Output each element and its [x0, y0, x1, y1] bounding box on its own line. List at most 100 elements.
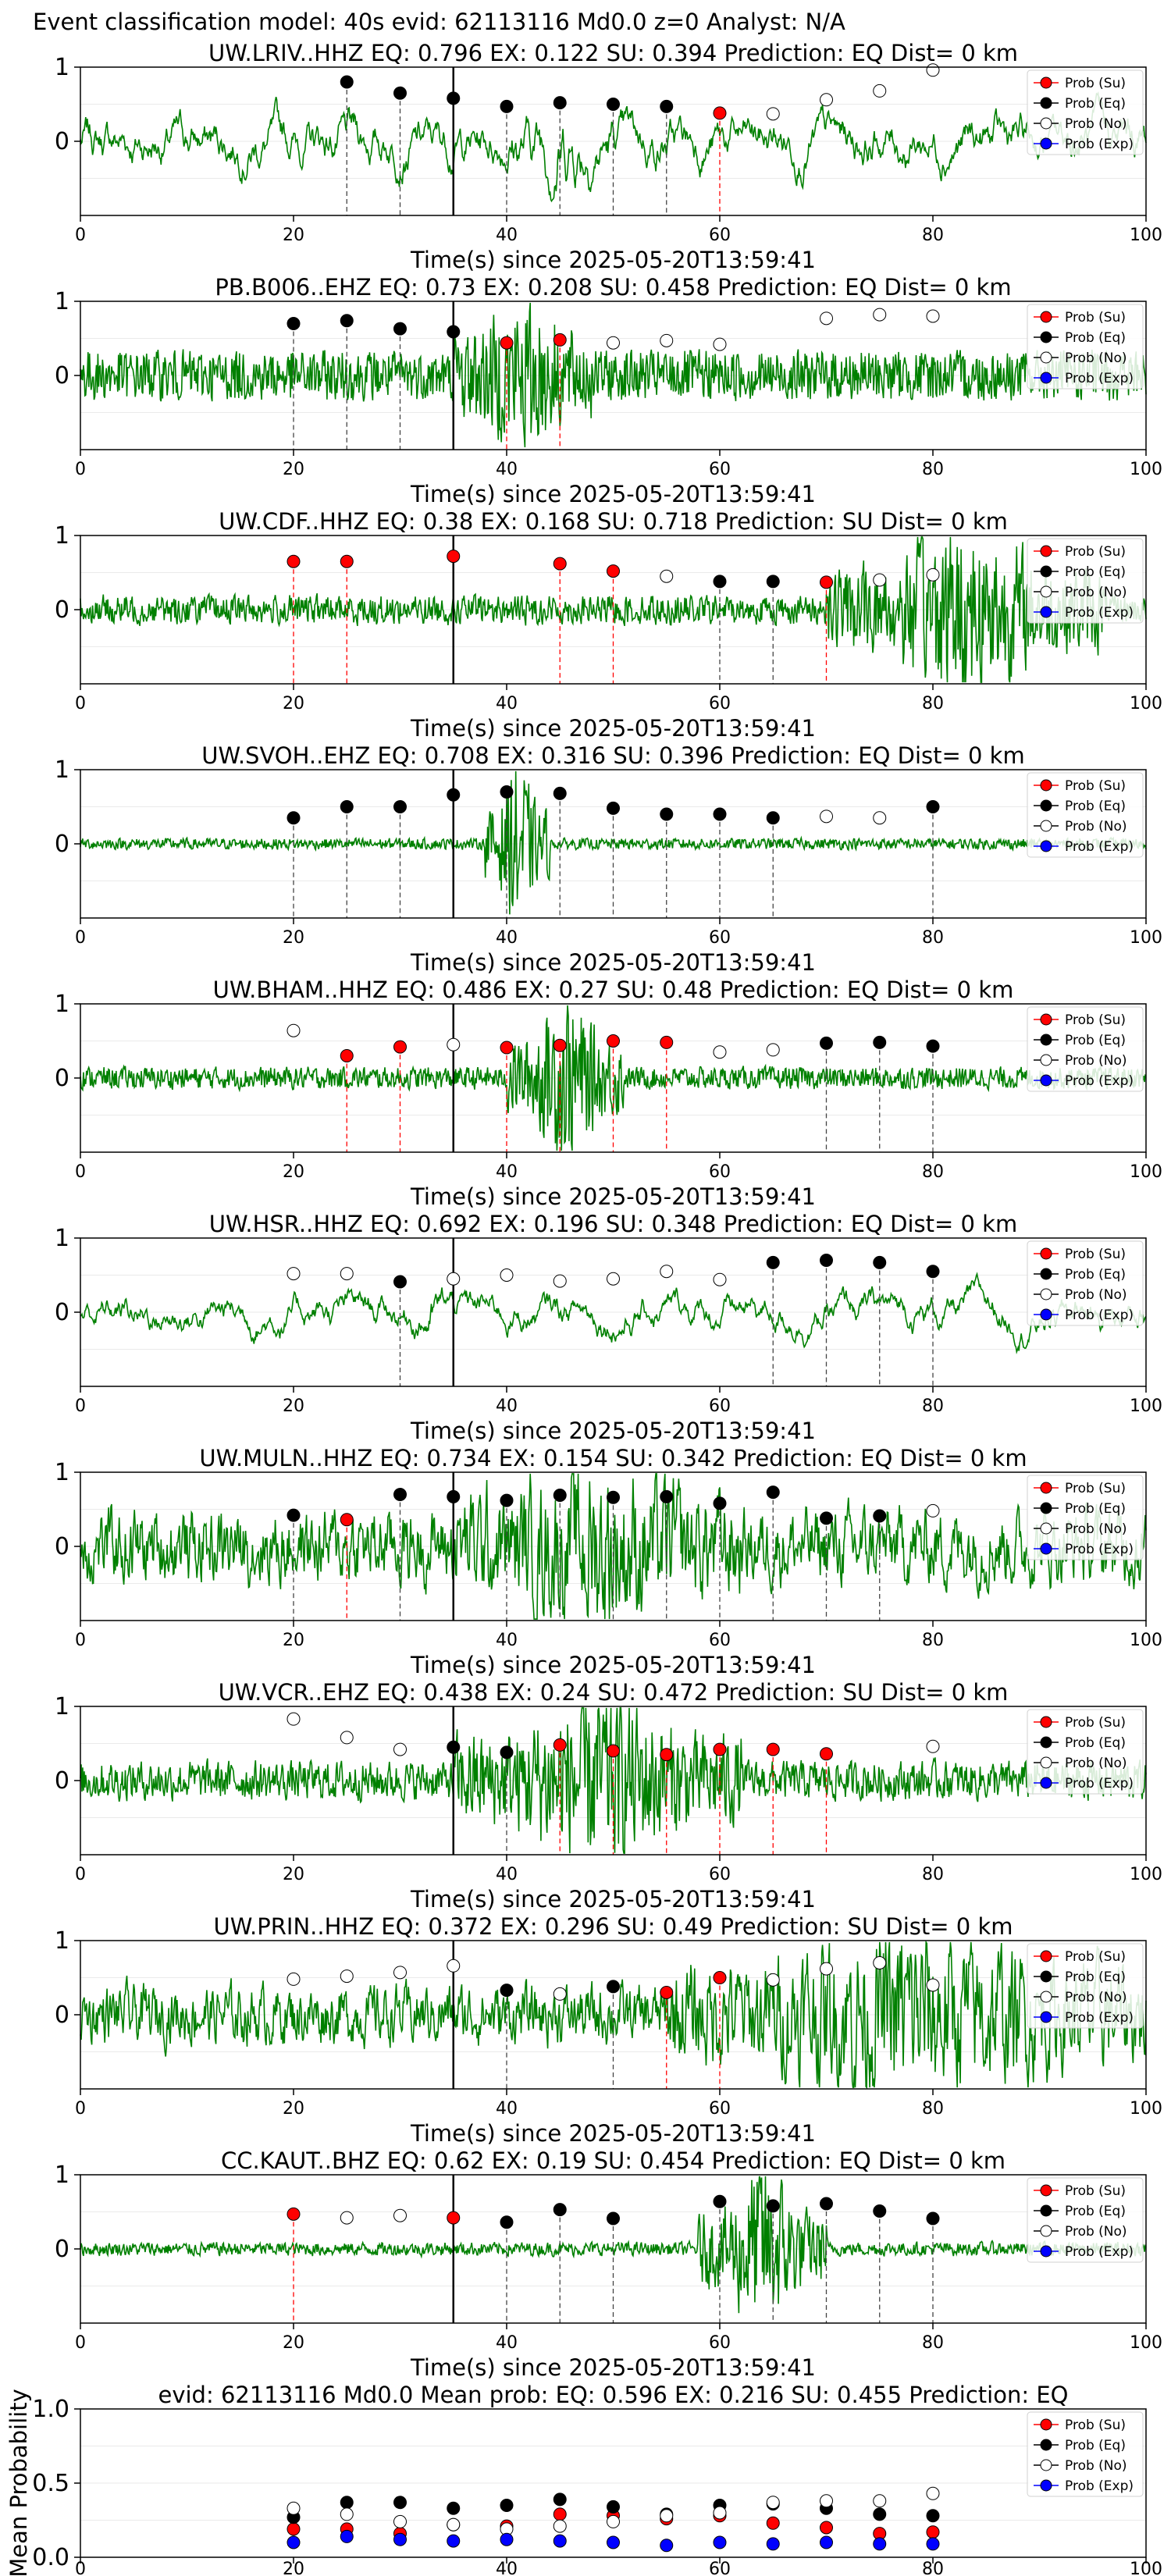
panel-legend-label-eq: Prob (Eq): [1065, 2204, 1126, 2219]
panel-xlabel: Time(s) since 2025-05-20T13:59:41: [410, 2120, 816, 2147]
panel-legend-label-exp: Prob (Exp): [1065, 605, 1134, 621]
panel-title: UW.BHAM..HHZ EQ: 0.486 EX: 0.27 SU: 0.48…: [213, 977, 1014, 1003]
panel-prob-point-su: [553, 333, 567, 347]
panel-prob-point-no: [660, 569, 674, 583]
panel-prob-point-no: [447, 1272, 461, 1286]
panel-prob-point-eq: [393, 322, 407, 336]
summary-point-no: [607, 2514, 620, 2528]
panel-prob-point-su: [340, 1049, 354, 1062]
panel-xtick-label-0: 0: [75, 460, 86, 479]
panel-ytick-label-0: 0: [55, 1065, 69, 1092]
panel-legend-label-su: Prob (Su): [1065, 778, 1126, 794]
panel-ytick-label-1: 1: [55, 522, 69, 550]
panel-legend-marker-su: [1040, 1247, 1052, 1260]
panel-legend-marker-exp: [1040, 1777, 1052, 1789]
panel-prob-point-eq: [713, 1496, 727, 1510]
panel-legend-label-su: Prob (Su): [1065, 76, 1126, 91]
panel-prob-point-su: [553, 1038, 567, 1052]
panel-prob-point-su: [713, 1742, 727, 1756]
panel-xtick-label-20: 20: [283, 460, 304, 479]
panel-xlabel: Time(s) since 2025-05-20T13:59:41: [410, 481, 816, 507]
panel-legend-label-eq: Prob (Eq): [1065, 1267, 1126, 1283]
panel-xlabel: Time(s) since 2025-05-20T13:59:41: [410, 949, 816, 976]
panel-prob-point-eq: [553, 1488, 567, 1502]
panel-trace: [80, 536, 1147, 683]
panel-xtick-label-80: 80: [922, 1631, 944, 1650]
panel-legend-marker-exp: [1040, 137, 1052, 150]
panel-xtick-label-40: 40: [496, 928, 518, 948]
summary-panel: 0.0 0.5 1.0 0 20 40 60 80 100 evid: 62113116 Md0.…: [5, 2382, 1162, 2576]
summary-point-eq: [926, 2509, 940, 2523]
summary-xtick-label: 80: [922, 2560, 944, 2576]
panel-prob-point-no: [287, 1023, 301, 1037]
summary-legend-label-no: Prob (No): [1065, 2458, 1127, 2474]
panel-xtick-label-60: 60: [709, 226, 731, 245]
panel-prob-point-eq: [447, 1489, 461, 1503]
panel-ytick-label-1: 1: [55, 1927, 69, 1955]
panel-prob-point-no: [607, 1272, 620, 1286]
panel-prob-point-su: [607, 564, 620, 578]
summary-point-exp: [500, 2532, 514, 2546]
panel-prob-point-eq: [873, 1509, 887, 1523]
panel-xtick-label-0: 0: [75, 2333, 86, 2353]
panel-legend-label-no: Prob (No): [1065, 1521, 1127, 1537]
panel-prob-point-eq: [873, 1255, 887, 1269]
panel-legend-box: [1027, 538, 1144, 624]
panel-prob-point-eq: [447, 1740, 461, 1754]
panel-prob-point-no: [873, 84, 887, 98]
panel-xtick-label-0: 0: [75, 226, 86, 245]
panel-prob-point-eq: [713, 575, 727, 589]
panel-prob-point-eq: [287, 1508, 301, 1522]
panel-prob-point-no: [873, 811, 887, 825]
panel-ytick-label-1: 1: [55, 2161, 69, 2189]
panel-xtick-label-0: 0: [75, 1631, 86, 1650]
panel-ytick-label-1: 1: [55, 54, 69, 81]
panel-legend-marker-no: [1040, 585, 1052, 598]
panel-ytick-label-0: 0: [55, 596, 69, 624]
panel-legend-box: [1027, 2177, 1144, 2263]
summary-point-no: [287, 2501, 301, 2515]
panel-prob-point-su: [447, 550, 461, 564]
panel-legend-marker-eq: [1040, 1970, 1052, 1983]
summary-title: evid: 62113116 Md0.0 Mean prob: EQ: 0.59…: [158, 2382, 1069, 2408]
panel-legend-marker-eq: [1040, 799, 1052, 812]
panel-legend-marker-eq: [1040, 1034, 1052, 1046]
panel-prob-point-su: [607, 1034, 620, 1048]
panel-prob-point-no: [500, 1268, 514, 1282]
panel-prob-point-no: [393, 1742, 407, 1756]
panel-xtick-label-80: 80: [922, 2333, 944, 2353]
panel-legend-marker-exp: [1040, 840, 1052, 852]
summary-legend-marker-eq: [1040, 2439, 1052, 2451]
panel-legend-marker-eq: [1040, 565, 1052, 578]
summary-ytick-label: 0.5: [32, 2470, 69, 2497]
summary-point-exp: [713, 2535, 727, 2549]
panel-trace: [80, 302, 1147, 448]
panel-prob-point-no: [660, 333, 674, 347]
panel-prob-point-eq: [766, 2199, 780, 2213]
summary-xtick-label: 40: [496, 2560, 518, 2576]
panel-xtick-label-100: 100: [1130, 1397, 1162, 1416]
panel-xtick-label-100: 100: [1130, 694, 1162, 713]
panel-prob-point-no: [820, 1962, 833, 1976]
summary-point-no: [553, 2519, 567, 2533]
panel-xlabel: Time(s) since 2025-05-20T13:59:41: [410, 1183, 816, 1210]
panel-trace: [80, 770, 1147, 915]
panel-prob-point-eq: [340, 75, 354, 89]
panel-prob-point-eq: [660, 1489, 674, 1503]
panel-xtick-label-20: 20: [283, 1865, 304, 1884]
panel-ytick-label-0: 0: [55, 128, 69, 155]
panel-title: UW.VCR..EHZ EQ: 0.438 EX: 0.24 SU: 0.472…: [219, 1679, 1009, 1706]
panel-legend-label-eq: Prob (Eq): [1065, 1033, 1126, 1048]
panel-legend-label-no: Prob (No): [1065, 1053, 1127, 1069]
summary-point-exp: [820, 2535, 833, 2549]
panel-legend-marker-su: [1040, 311, 1052, 323]
panel-legend-marker-no: [1040, 1756, 1052, 1769]
panel-legend-label-exp: Prob (Exp): [1065, 1308, 1134, 1323]
summary-point-exp: [660, 2539, 674, 2553]
panel-legend-marker-exp: [1040, 1542, 1052, 1555]
panel-xtick-label-60: 60: [709, 1865, 731, 1884]
panel-xtick-label-20: 20: [283, 1631, 304, 1650]
